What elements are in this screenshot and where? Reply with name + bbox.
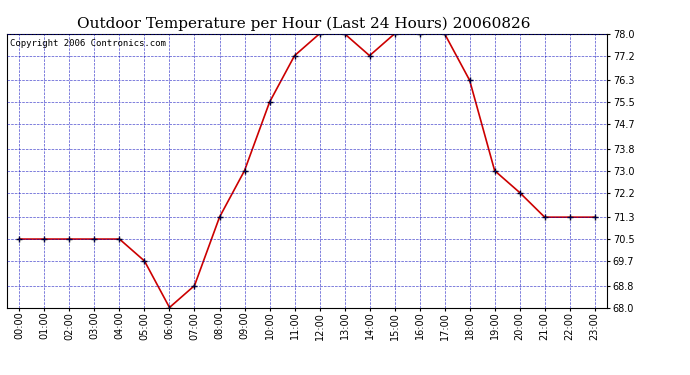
Text: Outdoor Temperature per Hour (Last 24 Hours) 20060826: Outdoor Temperature per Hour (Last 24 Ho… (77, 17, 531, 31)
Text: Copyright 2006 Contronics.com: Copyright 2006 Contronics.com (10, 39, 166, 48)
